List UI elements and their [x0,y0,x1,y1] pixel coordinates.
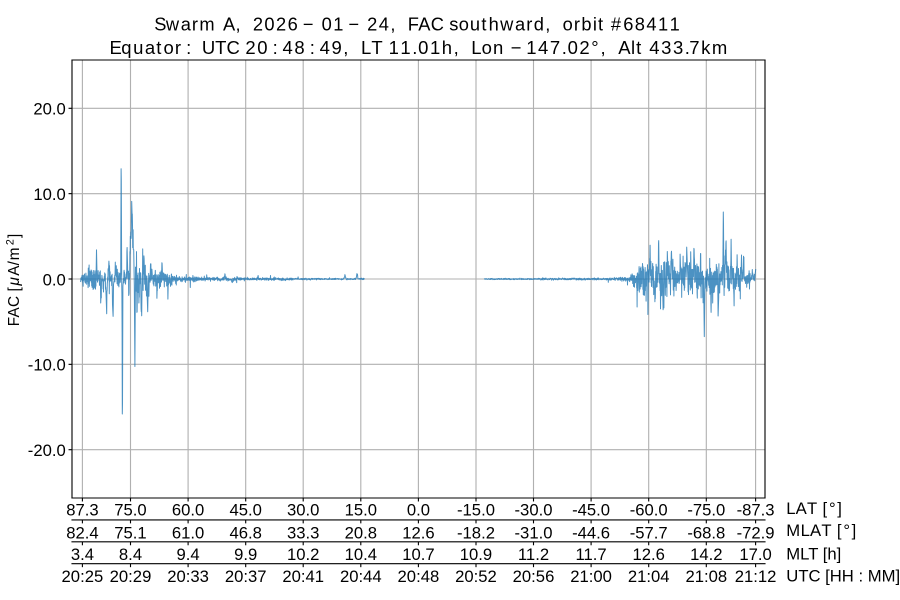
svg-text:-60.0: -60.0 [630,501,668,520]
svg-text:0.0: 0.0 [43,270,66,289]
svg-text:10.0: 10.0 [33,185,65,204]
svg-text:-15.0: -15.0 [457,501,495,520]
svg-text:10.9: 10.9 [460,545,492,564]
svg-text:30.0: 30.0 [287,501,319,520]
svg-text:20.8: 20.8 [345,523,377,542]
svg-text:20:52: 20:52 [455,567,497,586]
svg-text:20:29: 20:29 [110,567,152,586]
svg-text:-72.9: -72.9 [737,523,775,542]
svg-text:L A T [: L A T [ ° ] [786,494,842,519]
svg-text:10.2: 10.2 [287,545,319,564]
svg-text:17.0: 17.0 [739,545,771,564]
svg-text:20:56: 20:56 [513,567,555,586]
svg-text:11.2: 11.2 [518,545,549,564]
svg-text:-30.0: -30.0 [515,501,553,520]
svg-text:21:12: 21:12 [735,567,777,586]
svg-text:45.0: 45.0 [229,501,261,520]
svg-text:-68.8: -68.8 [687,523,725,542]
svg-text:0.0: 0.0 [407,501,430,520]
svg-text:20.0: 20.0 [33,100,65,119]
svg-text:46.8: 46.8 [229,523,261,542]
svg-text:E q u a t: E q u a t o r : U T C 2 0 : 4 8 : 4 9 , … [110,34,728,59]
svg-text:60.0: 60.0 [172,501,204,520]
svg-text:-75.0: -75.0 [687,501,725,520]
svg-text:61.0: 61.0 [172,523,204,542]
svg-text:3.4: 3.4 [71,545,94,564]
svg-text:75.1: 75.1 [114,523,146,542]
svg-text:MLT [h]: MLT [h] [786,544,841,563]
svg-text:75.0: 75.0 [114,501,146,520]
svg-text:9.4: 9.4 [177,545,200,564]
svg-text:-18.2: -18.2 [457,523,495,542]
svg-text:-10.0: -10.0 [28,356,66,375]
svg-text:-44.6: -44.6 [572,523,610,542]
svg-text:12.6: 12.6 [632,545,664,564]
svg-text:10.4: 10.4 [345,545,377,564]
svg-text:20:48: 20:48 [398,567,440,586]
svg-text:21:04: 21:04 [628,567,670,586]
svg-text:F A C [: F A C [ A / m ] μ 2 [0,228,24,327]
svg-text:UTC [HH : MM]: UTC [HH : MM] [786,566,900,585]
svg-text:20:37: 20:37 [225,567,267,586]
svg-text:21:00: 21:00 [570,567,612,586]
svg-text:14.2: 14.2 [690,545,722,564]
svg-text:8.4: 8.4 [119,545,142,564]
svg-text:20:25: 20:25 [62,567,104,586]
svg-text:12.6: 12.6 [402,523,434,542]
svg-text:-87.3: -87.3 [737,501,775,520]
svg-text:-20.0: -20.0 [28,441,66,460]
svg-text:20:41: 20:41 [282,567,324,586]
svg-text:15.0: 15.0 [345,501,377,520]
svg-text:S w a r m: S w a r m A , 2 0 2 6 − 0 1 − 2 4 , F A … [154,10,679,35]
svg-text:33.3: 33.3 [287,523,319,542]
svg-text:20:44: 20:44 [340,567,382,586]
svg-text:-31.0: -31.0 [515,523,553,542]
svg-text:-45.0: -45.0 [572,501,610,520]
svg-text:10.7: 10.7 [402,545,434,564]
svg-text:20:33: 20:33 [167,567,209,586]
svg-text:M L A T: M L A T [ ° ] [786,516,856,541]
svg-text:87.3: 87.3 [66,501,98,520]
svg-text:82.4: 82.4 [66,523,98,542]
svg-text:11.7: 11.7 [576,545,607,564]
svg-text:9.9: 9.9 [234,545,257,564]
svg-text:21:08: 21:08 [685,567,727,586]
svg-text:-57.7: -57.7 [630,523,668,542]
